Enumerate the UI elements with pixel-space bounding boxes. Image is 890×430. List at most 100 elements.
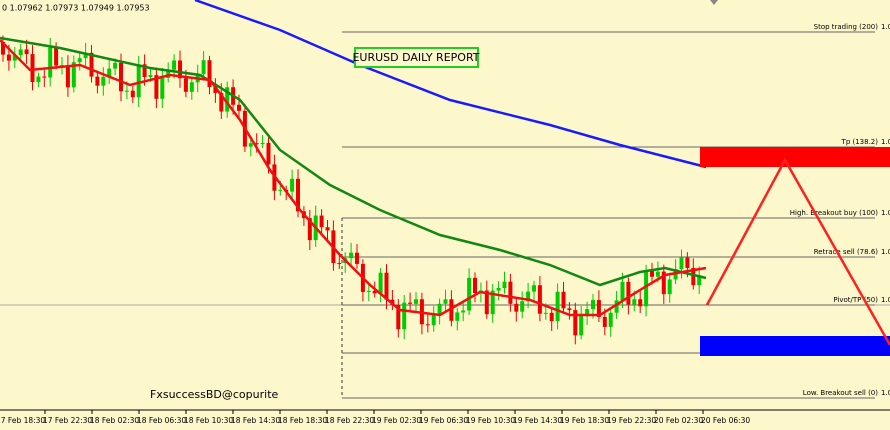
level-price: 1.0 bbox=[881, 296, 890, 304]
candle-body bbox=[266, 142, 271, 165]
candle-body bbox=[425, 324, 430, 326]
candle-body bbox=[626, 281, 631, 305]
report-label: EURUSD DAILY REPORT bbox=[352, 51, 479, 64]
level-price: 1.0 bbox=[881, 389, 890, 397]
time-label: 17 Feb 22:30 bbox=[43, 416, 92, 425]
candle-body bbox=[148, 75, 153, 78]
candle-body bbox=[384, 272, 389, 300]
candle-body bbox=[378, 272, 383, 294]
ma-blue bbox=[194, 0, 707, 169]
candle-body bbox=[502, 281, 507, 288]
time-label: 18 Feb 22:30 bbox=[325, 416, 374, 425]
candle-body bbox=[437, 303, 442, 315]
candle-body bbox=[473, 277, 477, 294]
candle-body bbox=[107, 68, 112, 77]
candle-body bbox=[178, 60, 182, 79]
candle-body bbox=[620, 281, 625, 301]
candle-body bbox=[154, 75, 159, 99]
time-label: 19 Feb 02:30 bbox=[372, 416, 421, 425]
candle-body bbox=[496, 287, 501, 291]
candle-body bbox=[532, 285, 536, 292]
candle-body bbox=[596, 300, 601, 317]
time-label: 20 Feb 06:30 bbox=[701, 416, 750, 425]
level-price: 1.0 bbox=[881, 209, 890, 217]
candle-body bbox=[77, 58, 82, 63]
candle-body bbox=[89, 52, 94, 77]
candle-body bbox=[207, 60, 212, 87]
candle-body bbox=[130, 90, 135, 98]
candle-body bbox=[24, 49, 29, 55]
level-label: High. Breakout buy (100) bbox=[790, 209, 878, 217]
report-box bbox=[354, 47, 479, 68]
candle-body bbox=[508, 281, 513, 304]
ma-red bbox=[0, 39, 707, 317]
candle-body bbox=[408, 302, 413, 304]
candle-body bbox=[71, 62, 76, 88]
candle-body bbox=[461, 310, 466, 313]
time-label: 18 Feb 02:30 bbox=[90, 416, 139, 425]
candle-body bbox=[160, 77, 165, 99]
candle-body bbox=[101, 76, 106, 86]
candle-body bbox=[124, 90, 129, 92]
candle-body bbox=[119, 62, 123, 92]
time-label: 18 Feb 18:30 bbox=[278, 416, 327, 425]
scroll-marker bbox=[710, 0, 718, 5]
tp-zone bbox=[700, 147, 890, 167]
level-label: Pivot/TP (50) bbox=[833, 296, 878, 304]
candle-body bbox=[372, 290, 377, 294]
time-label: 19 Feb 10:30 bbox=[466, 416, 515, 425]
candle-body bbox=[573, 310, 578, 336]
candle-body bbox=[48, 47, 53, 78]
candle-body bbox=[337, 263, 342, 265]
candle-body bbox=[36, 76, 41, 82]
candle-body bbox=[166, 69, 171, 78]
candle-body bbox=[113, 62, 118, 69]
time-label: 19 Feb 18:30 bbox=[560, 416, 609, 425]
candle-body bbox=[685, 257, 690, 269]
candle-body bbox=[431, 314, 436, 326]
candle-body bbox=[697, 275, 702, 286]
quote-header: 0 1.07962 1.07973 1.07949 1.07953 bbox=[2, 4, 150, 13]
candle-body bbox=[349, 252, 354, 259]
candle-body bbox=[366, 290, 371, 292]
candle-body bbox=[18, 49, 23, 56]
candle-body bbox=[520, 301, 525, 312]
time-label: 19 Feb 22:30 bbox=[607, 416, 656, 425]
level-price: 1.0 bbox=[881, 23, 890, 31]
candle-body bbox=[638, 299, 643, 307]
candle-body bbox=[514, 303, 519, 312]
candle-body bbox=[414, 299, 418, 304]
time-label: 18 Feb 14:30 bbox=[231, 416, 280, 425]
candle-body bbox=[661, 271, 666, 295]
candle-body bbox=[189, 82, 194, 92]
time-label: 18 Feb 06:30 bbox=[137, 416, 186, 425]
buy-zone bbox=[700, 336, 890, 356]
candle-body bbox=[537, 285, 542, 314]
level-price: 1.0 bbox=[881, 248, 890, 256]
candle-body bbox=[355, 252, 359, 264]
candle-body bbox=[579, 316, 584, 336]
candle-body bbox=[567, 308, 572, 311]
candle-body bbox=[632, 299, 637, 305]
candle-body bbox=[691, 268, 696, 286]
candle-body bbox=[608, 312, 613, 327]
candle-body bbox=[278, 189, 283, 191]
candle-body bbox=[549, 312, 554, 322]
level-label: Stop trading (200) bbox=[814, 23, 879, 31]
time-label: 18 Feb 10:30 bbox=[184, 416, 233, 425]
candle-body bbox=[142, 64, 147, 78]
candle-body bbox=[201, 60, 206, 75]
candle-body bbox=[655, 271, 660, 277]
candle-body bbox=[42, 76, 47, 78]
candle-body bbox=[54, 47, 59, 66]
candle-body bbox=[455, 312, 460, 321]
candle-body bbox=[402, 302, 407, 330]
candle-body bbox=[136, 64, 141, 98]
time-label: 17 Feb 18:30 bbox=[0, 416, 45, 425]
level-label: Low. Breakout sell (0) bbox=[803, 389, 878, 397]
candle-body bbox=[325, 227, 330, 231]
candle-body bbox=[585, 309, 590, 317]
candle-body bbox=[83, 52, 88, 59]
ma-green bbox=[0, 36, 707, 287]
